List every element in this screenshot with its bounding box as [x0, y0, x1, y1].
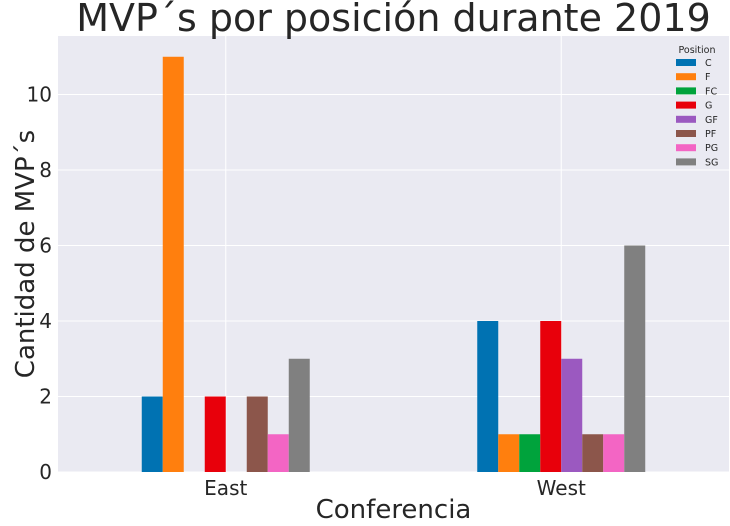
- legend-label-pg: PG: [705, 143, 718, 154]
- x-tick-label: West: [537, 476, 586, 500]
- legend-swatch-fc: [676, 87, 696, 95]
- legend-swatch-gf: [676, 115, 696, 123]
- legend: Position CF FC G GF PF PG SG: [676, 45, 718, 168]
- bar-sg-west: [624, 245, 646, 472]
- legend-swatch-g: [676, 101, 696, 109]
- legend-label-sg: SG: [705, 157, 718, 168]
- bar-gf-west: [561, 358, 583, 472]
- legend-swatch-f: [676, 73, 696, 81]
- y-axis-label: Cantidad de MVP´s: [11, 130, 41, 378]
- bar-pg-west: [603, 434, 625, 472]
- y-tick-label: 6: [39, 234, 52, 258]
- bar-f-east: [162, 56, 184, 473]
- y-tick-label: 2: [39, 385, 52, 409]
- y-tick-label: 0: [39, 460, 52, 484]
- bar-sg-east: [288, 358, 310, 472]
- bar-g-east: [204, 396, 226, 472]
- legend-label-pf: PF: [705, 129, 716, 140]
- x-axis-label: Conferencia: [316, 495, 472, 525]
- y-tick-label: 10: [27, 83, 52, 107]
- legend-swatch-pf: [676, 130, 696, 137]
- legend-label-c: C: [705, 58, 712, 69]
- bar-fc-west: [519, 434, 541, 472]
- legend-swatch-sg: [676, 158, 696, 166]
- chart-title: MVP´s por posición durante 2019: [76, 0, 711, 40]
- bar-c-east: [141, 396, 163, 472]
- y-tick-label: 4: [39, 309, 52, 333]
- legend-swatch-pg: [676, 144, 696, 152]
- bar-f-west: [498, 434, 520, 472]
- bar-pf-west: [582, 434, 604, 472]
- bars: [141, 56, 646, 473]
- legend-label-f: F: [705, 72, 710, 83]
- x-axis-ticks: East West: [204, 476, 586, 500]
- bar-pf-east: [246, 396, 268, 472]
- legend-label-gf: GF: [705, 115, 718, 126]
- bar-c-west: [477, 321, 499, 472]
- legend-label-fc: FC: [705, 86, 717, 97]
- bar-pg-east: [267, 434, 289, 472]
- y-axis-ticks: 0 2 4 6 8 10: [27, 83, 52, 484]
- y-tick-label: 8: [39, 158, 52, 182]
- legend-label-g: G: [705, 101, 712, 112]
- legend-swatch-c: [676, 59, 696, 66]
- bar-g-west: [540, 321, 562, 472]
- legend-title: Position: [679, 45, 716, 56]
- x-tick-label: East: [204, 476, 247, 500]
